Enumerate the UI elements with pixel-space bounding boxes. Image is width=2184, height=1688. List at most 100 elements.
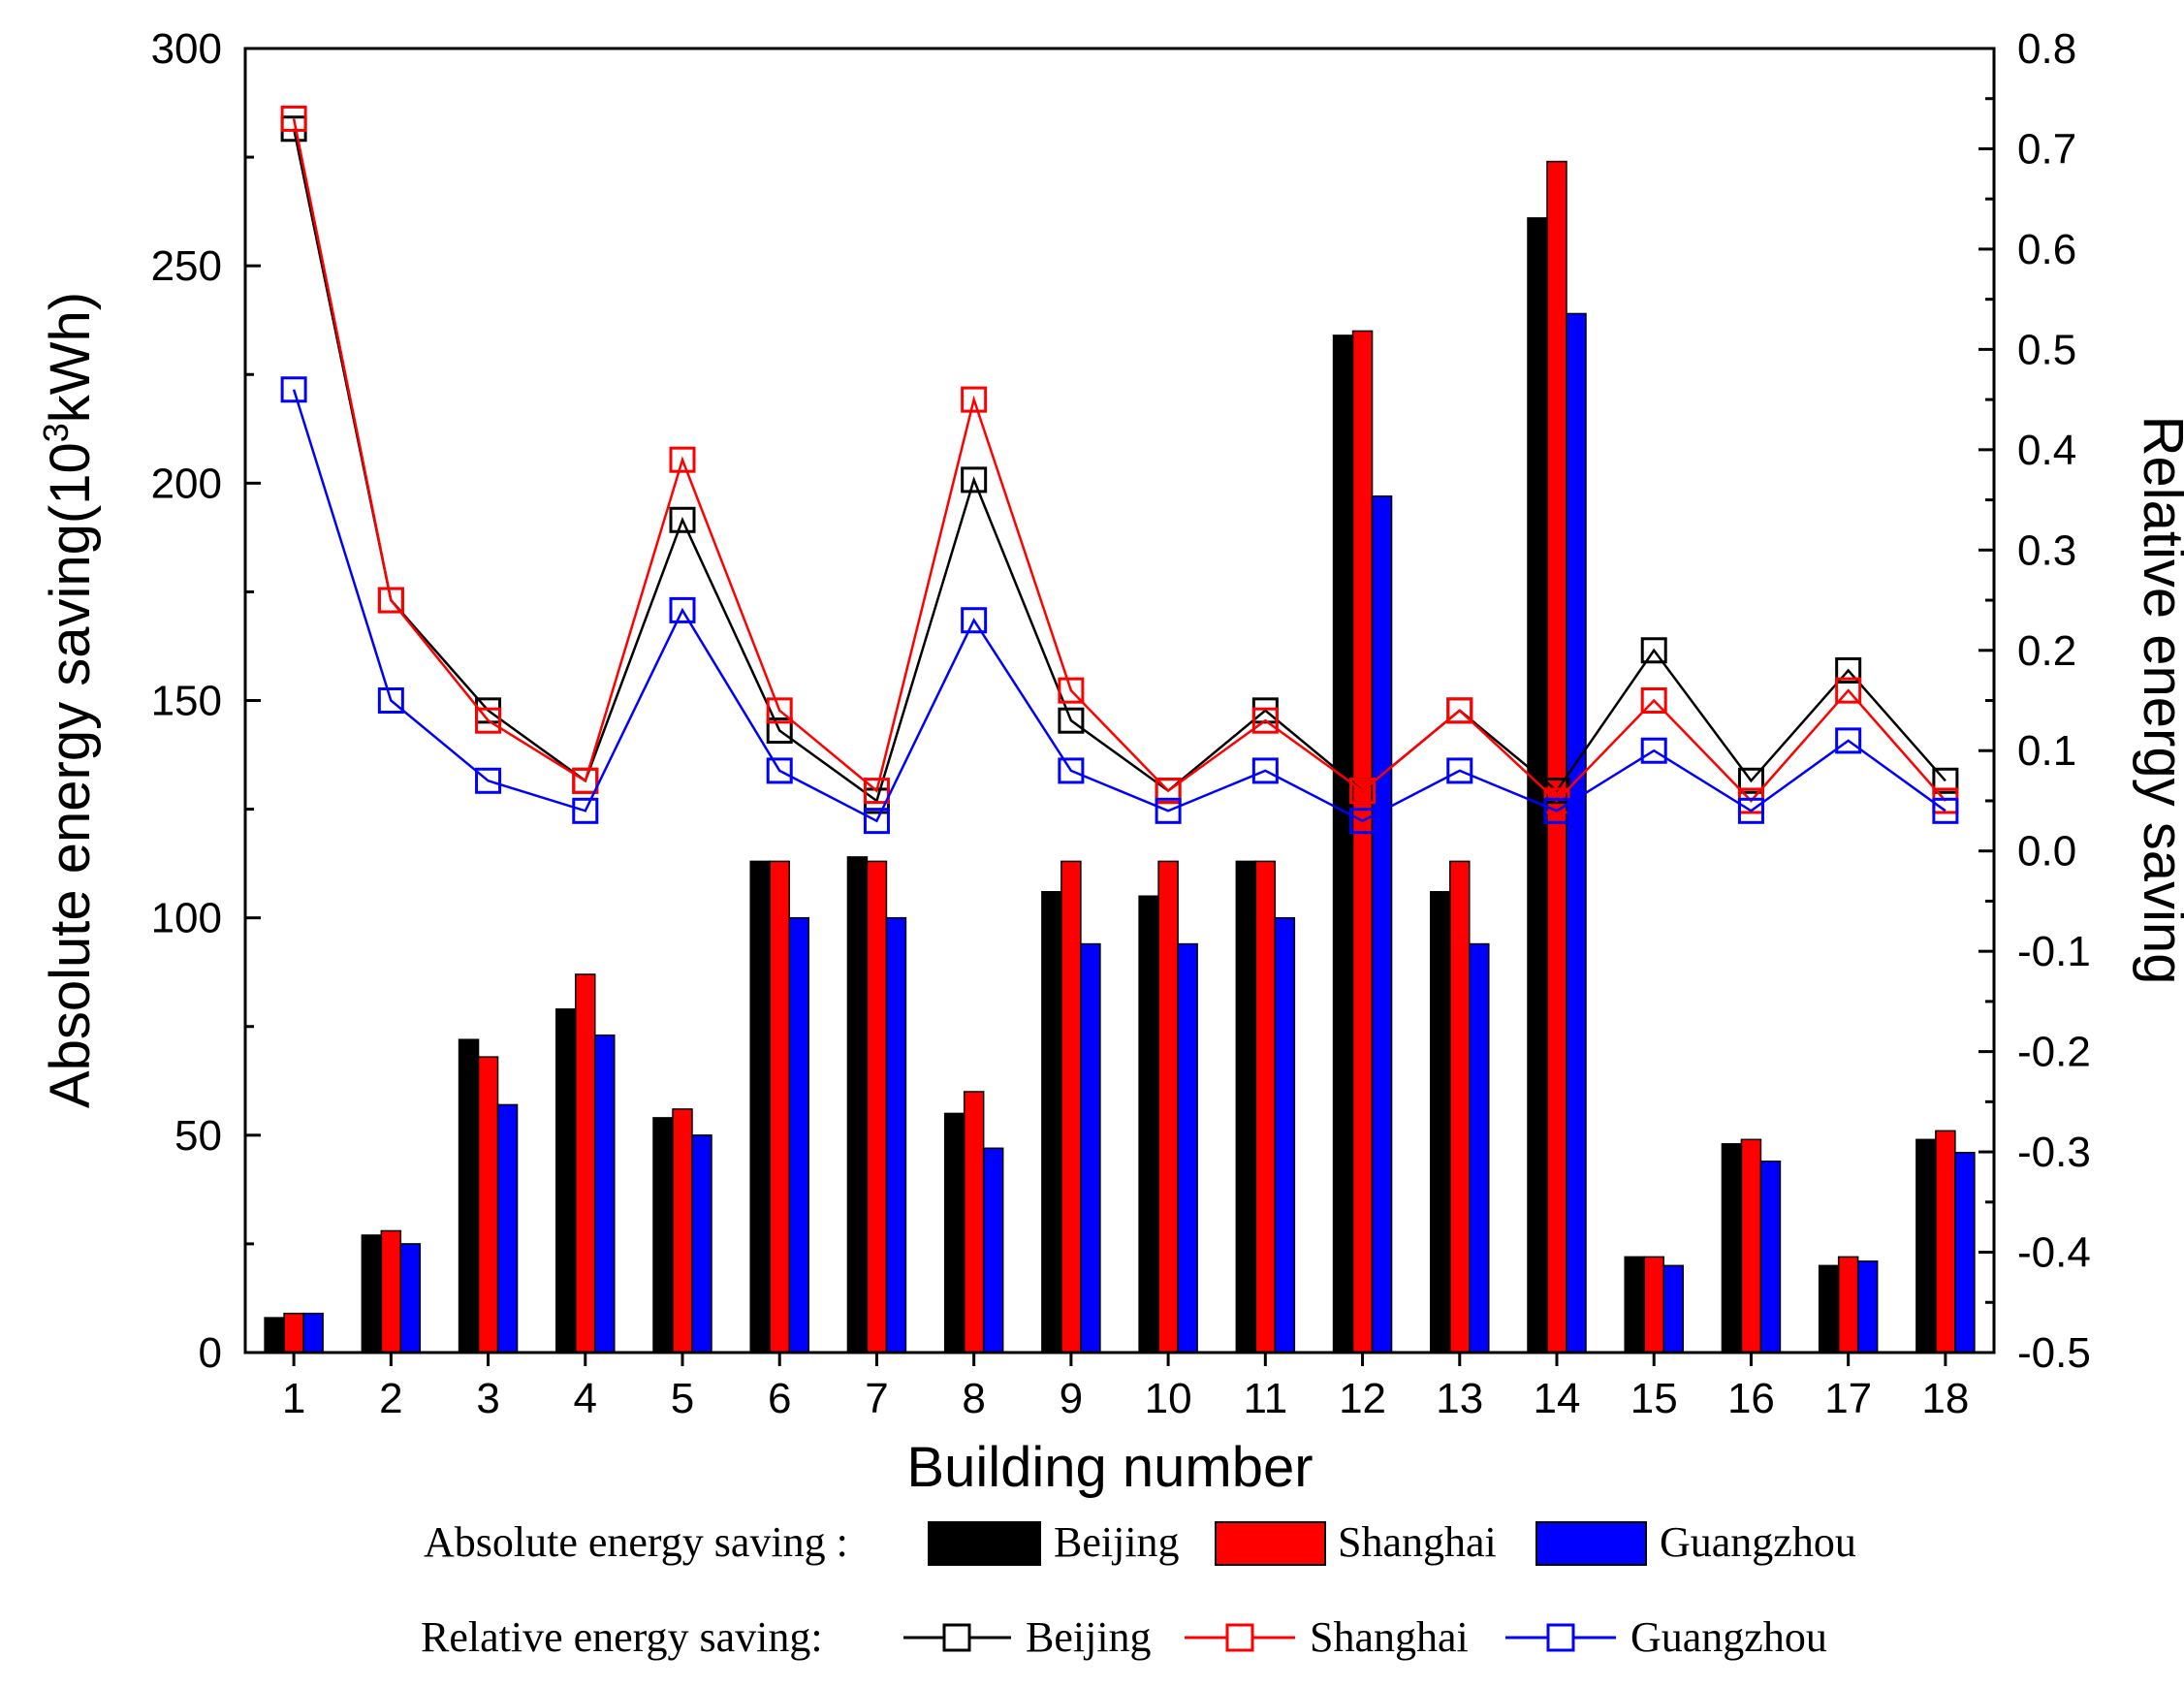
bar-beijing-9 bbox=[1041, 891, 1062, 1354]
bar-beijing-6 bbox=[749, 860, 771, 1354]
right-tick-label: 0.1 bbox=[2017, 727, 2076, 775]
bar-guangzhou-7 bbox=[885, 916, 907, 1354]
left-axis-title-sup: 3 bbox=[36, 423, 76, 442]
marker-beijing-9 bbox=[1058, 707, 1085, 734]
bar-guangzhou-2 bbox=[399, 1243, 422, 1354]
bar-beijing-10 bbox=[1138, 895, 1159, 1354]
marker-shanghai-9 bbox=[1058, 677, 1085, 704]
bar-guangzhou-14 bbox=[1566, 312, 1587, 1354]
marker-guangzhou-7 bbox=[863, 808, 890, 835]
right-tick-label: 0.0 bbox=[2017, 828, 2076, 876]
x-tick-label: 10 bbox=[1145, 1375, 1192, 1422]
x-tick-label: 14 bbox=[1534, 1375, 1581, 1422]
marker-guangzhou-18 bbox=[1932, 797, 1959, 824]
bar-guangzhou-1 bbox=[302, 1312, 324, 1354]
bar-beijing-2 bbox=[361, 1234, 383, 1354]
legend-bar-label-beijing: Beijing bbox=[1054, 1518, 1180, 1566]
x-tick-label: 15 bbox=[1630, 1375, 1678, 1422]
marker-beijing-18 bbox=[1932, 767, 1959, 794]
legend-line-label-guangzhou: Guangzhou bbox=[1630, 1613, 1827, 1661]
marker-guangzhou-15 bbox=[1640, 737, 1667, 764]
bar-guangzhou-9 bbox=[1080, 942, 1101, 1354]
line-beijing bbox=[292, 128, 1947, 804]
bar-shanghai-17 bbox=[1837, 1256, 1859, 1354]
left-axis-title-base: Absolute energy saving(10 bbox=[39, 442, 102, 1108]
bar-guangzhou-18 bbox=[1954, 1152, 1976, 1354]
legend-line-marker-guangzhou bbox=[1505, 1623, 1616, 1652]
legend-absolute-label: Absolute energy saving : bbox=[424, 1518, 848, 1566]
right-tick-label: -0.2 bbox=[2017, 1029, 2091, 1076]
bar-shanghai-12 bbox=[1351, 330, 1374, 1354]
marker-guangzhou-6 bbox=[766, 757, 793, 784]
x-tick-label: 16 bbox=[1727, 1375, 1775, 1422]
marker-guangzhou-10 bbox=[1155, 797, 1182, 824]
bar-guangzhou-17 bbox=[1856, 1260, 1879, 1354]
bar-beijing-16 bbox=[1721, 1143, 1743, 1354]
right-tick-label: 0.5 bbox=[2017, 326, 2076, 373]
right-tick-label: -0.3 bbox=[2017, 1129, 2091, 1176]
right-tick-label: 0.6 bbox=[2017, 226, 2076, 273]
x-tick-label: 6 bbox=[768, 1375, 791, 1422]
legend-line-marker-beijing bbox=[903, 1623, 1011, 1652]
marker-guangzhou-5 bbox=[669, 596, 696, 623]
bar-beijing-11 bbox=[1235, 860, 1257, 1354]
marker-shanghai-17 bbox=[1835, 677, 1862, 704]
marker-beijing-8 bbox=[961, 466, 988, 494]
bar-beijing-8 bbox=[943, 1112, 965, 1354]
right-tick-label: -0.1 bbox=[2017, 928, 2091, 975]
bar-guangzhou-13 bbox=[1469, 942, 1490, 1354]
marker-guangzhou-17 bbox=[1835, 727, 1862, 754]
marker-guangzhou-3 bbox=[475, 767, 502, 794]
bar-beijing-7 bbox=[846, 856, 869, 1354]
marker-beijing-6 bbox=[766, 717, 793, 745]
bar-shanghai-9 bbox=[1060, 860, 1082, 1354]
bar-beijing-15 bbox=[1624, 1256, 1645, 1354]
marker-beijing-16 bbox=[1737, 767, 1764, 794]
x-axis-title: Building number bbox=[906, 1436, 1313, 1499]
bar-beijing-4 bbox=[555, 1008, 577, 1354]
marker-guangzhou-8 bbox=[961, 607, 988, 634]
bar-guangzhou-16 bbox=[1759, 1160, 1782, 1354]
bar-shanghai-16 bbox=[1740, 1138, 1762, 1354]
marker-beijing-17 bbox=[1835, 656, 1862, 684]
right-axis-title: Relative energy saving bbox=[2132, 416, 2184, 985]
bar-guangzhou-5 bbox=[691, 1134, 712, 1354]
bar-guangzhou-10 bbox=[1177, 942, 1198, 1354]
marker-shanghai-10 bbox=[1155, 778, 1182, 805]
bar-shanghai-5 bbox=[672, 1108, 693, 1354]
marker-shanghai-2 bbox=[377, 587, 404, 614]
line-guangzhou bbox=[292, 389, 1947, 823]
x-tick-label: 12 bbox=[1339, 1375, 1386, 1422]
left-tick-label: 0 bbox=[199, 1329, 222, 1377]
bar-beijing-18 bbox=[1915, 1138, 1937, 1354]
left-tick-label: 150 bbox=[151, 678, 222, 725]
marker-guangzhou-9 bbox=[1058, 757, 1085, 784]
marker-guangzhou-2 bbox=[377, 687, 404, 714]
x-tick-label: 2 bbox=[379, 1375, 402, 1422]
bar-shanghai-6 bbox=[769, 860, 790, 1354]
right-tick-label: 0.8 bbox=[2017, 25, 2076, 73]
marker-guangzhou-14 bbox=[1543, 797, 1570, 824]
legend-line-label-shanghai: Shanghai bbox=[1310, 1613, 1469, 1661]
left-axis-title-unit: kWh) bbox=[39, 292, 102, 423]
bar-shanghai-7 bbox=[866, 860, 888, 1354]
marker-shanghai-4 bbox=[572, 767, 599, 794]
bar-beijing-12 bbox=[1332, 334, 1354, 1354]
x-axis: 1 2 3 4 5 6 7 8 9 10 11 12 13 14 15 16 17 18 bbox=[282, 1353, 1969, 1422]
x-tick-label: 13 bbox=[1436, 1375, 1483, 1422]
x-tick-label: 4 bbox=[574, 1375, 597, 1422]
marker-guangzhou-11 bbox=[1251, 757, 1279, 784]
legend-bar-label-guangzhou: Guangzhou bbox=[1660, 1518, 1856, 1566]
marker-beijing-15 bbox=[1640, 637, 1667, 664]
bar-guangzhou-4 bbox=[594, 1034, 616, 1354]
marker-shanghai-7 bbox=[863, 778, 890, 805]
left-axis: 0 50 100 150 200 250 300 bbox=[151, 25, 261, 1377]
marker-guangzhou-13 bbox=[1446, 757, 1473, 784]
marker-shanghai-3 bbox=[475, 707, 502, 734]
bar-beijing-3 bbox=[458, 1038, 480, 1354]
bar-shanghai-18 bbox=[1935, 1130, 1956, 1354]
x-tick-label: 3 bbox=[476, 1375, 499, 1422]
marker-beijing-5 bbox=[669, 506, 696, 533]
bar-guangzhou-3 bbox=[496, 1103, 519, 1354]
